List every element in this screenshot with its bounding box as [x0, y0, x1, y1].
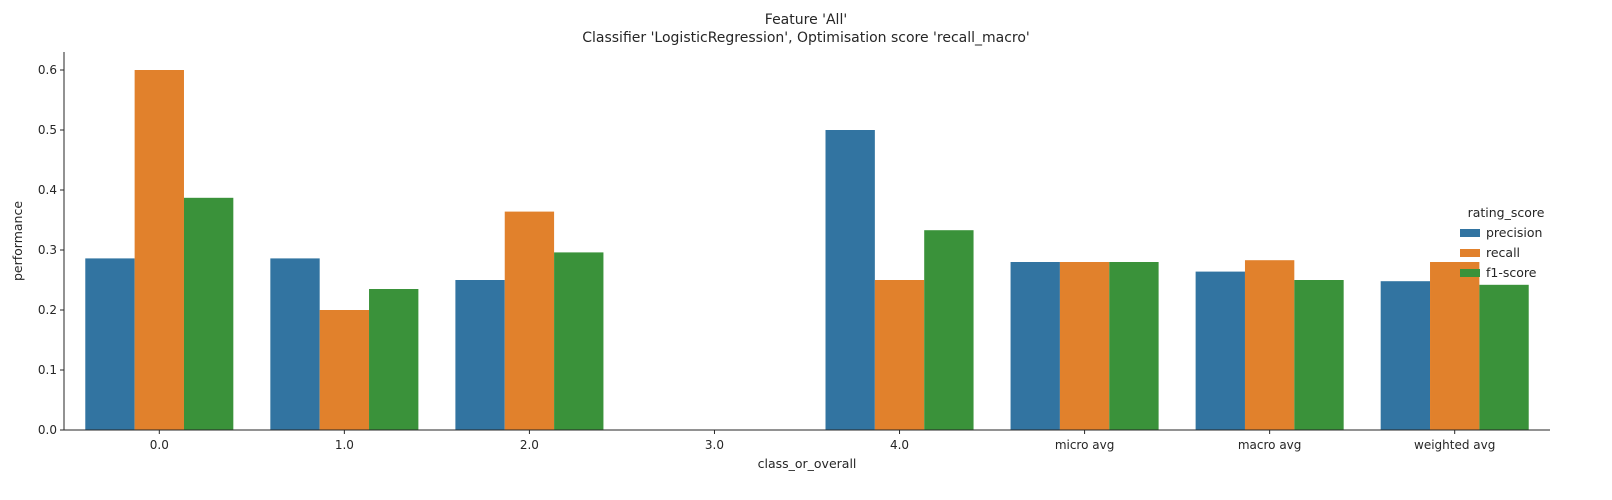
y-axis-ticks: 0.0 0.1 0.2 0.3 0.4 0.5 0.6	[38, 63, 64, 437]
y-tick-label: 0.0	[38, 423, 57, 437]
bar-precision-macro-avg	[1195, 271, 1245, 430]
bar-f1-score-micro-avg	[1109, 262, 1159, 430]
chart-title-line-2: Classifier 'LogisticRegression', Optimis…	[582, 30, 1030, 46]
legend-label-recall: recall	[1486, 245, 1520, 260]
x-tick-label: 3.0	[705, 438, 724, 452]
x-tick-label: micro avg	[1055, 438, 1115, 452]
bar-recall-0-0	[134, 70, 184, 430]
x-axis-ticks: 0.0 1.0 2.0 3.0 4.0 micro avg macro avg weighte…	[150, 430, 1495, 452]
bar-f1-score-0-0	[183, 197, 234, 430]
legend-swatch-f1-score	[1460, 269, 1480, 277]
x-tick-label: macro avg	[1238, 438, 1302, 452]
bars-group	[85, 70, 1529, 430]
y-axis-label: performance	[10, 201, 25, 281]
chart-title-line-1: Feature 'All'	[765, 12, 847, 28]
x-tick-label: weighted avg	[1414, 438, 1495, 452]
x-axis-label: class_or_overall	[758, 456, 857, 471]
bar-recall-4-0	[874, 280, 925, 430]
bar-f1-score-4-0	[924, 230, 974, 430]
y-tick-label: 0.1	[38, 363, 57, 377]
bar-f1-score-macro-avg	[1294, 280, 1344, 430]
legend-label-f1-score: f1-score	[1486, 265, 1537, 280]
legend-title: rating_score	[1468, 205, 1545, 220]
y-tick-label: 0.4	[38, 183, 57, 197]
x-tick-label: 0.0	[150, 438, 169, 452]
y-tick-label: 0.5	[38, 123, 57, 137]
x-tick-label: 2.0	[520, 438, 539, 452]
bar-precision-micro-avg	[1010, 262, 1060, 430]
bar-precision-4-0	[825, 130, 875, 430]
legend-label-precision: precision	[1486, 225, 1542, 240]
bar-f1-score-2-0	[554, 252, 604, 430]
y-tick-label: 0.3	[38, 243, 57, 257]
legend: rating_score precision recall f1-score	[1460, 205, 1545, 280]
bar-precision-0-0	[85, 258, 135, 430]
bar-recall-macro-avg	[1244, 260, 1295, 430]
x-tick-label: 4.0	[890, 438, 909, 452]
bar-f1-score-1-0	[369, 289, 419, 430]
bar-precision-2-0	[455, 280, 505, 430]
y-tick-label: 0.6	[38, 63, 57, 77]
x-tick-label: 1.0	[335, 438, 354, 452]
bar-precision-weighted-avg	[1380, 281, 1431, 430]
bar-recall-weighted-avg	[1430, 262, 1480, 430]
legend-swatch-recall	[1460, 249, 1480, 257]
legend-swatch-precision	[1460, 229, 1480, 237]
bar-recall-micro-avg	[1059, 262, 1110, 430]
bar-recall-2-0	[504, 211, 555, 430]
bar-precision-1-0	[270, 258, 320, 430]
bar-f1-score-weighted-avg	[1479, 284, 1529, 430]
y-tick-label: 0.2	[38, 303, 57, 317]
bar-recall-1-0	[319, 310, 370, 430]
